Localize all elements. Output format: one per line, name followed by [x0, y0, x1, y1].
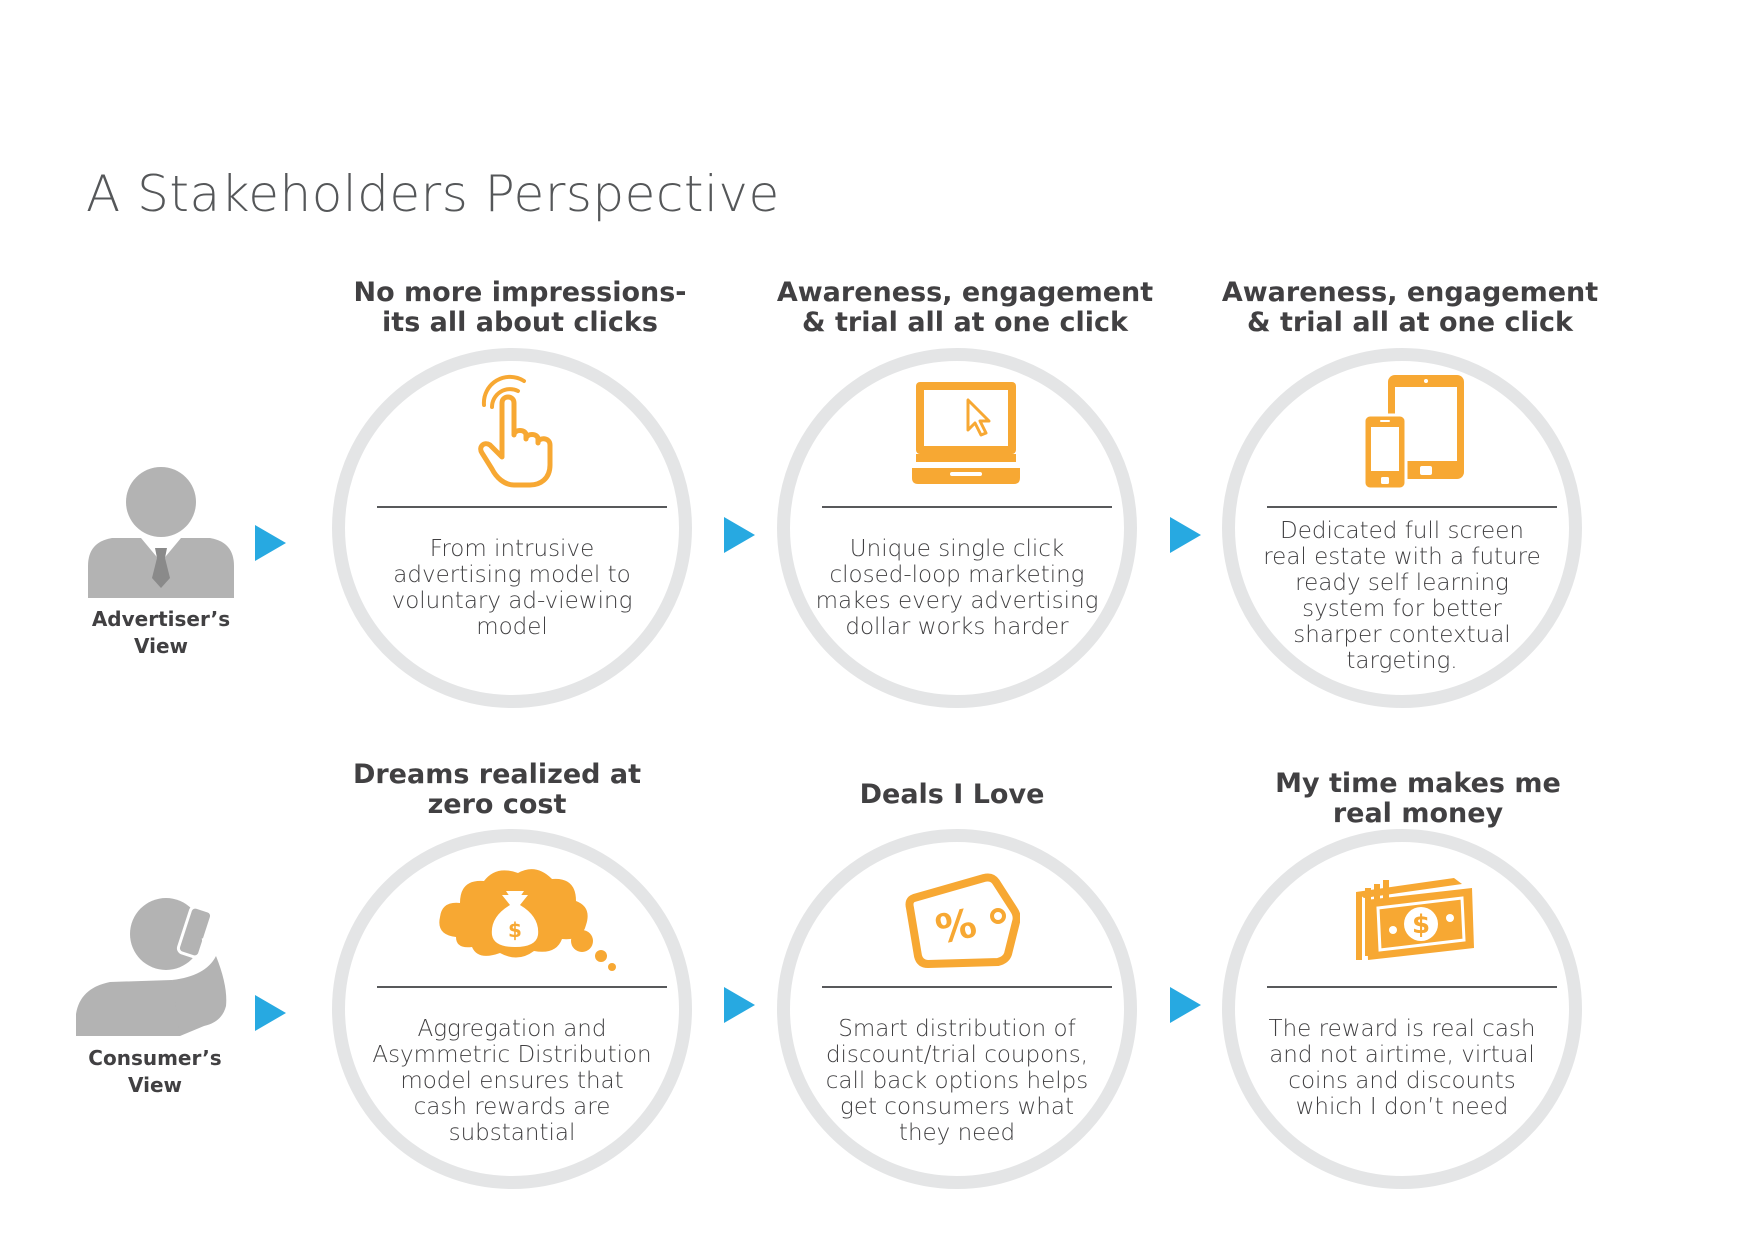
arrow-icon — [1170, 987, 1201, 1023]
desc-line: real estate with a future — [1263, 544, 1541, 570]
arrow-icon — [255, 995, 286, 1031]
heading-line: No more impressions- — [353, 277, 687, 308]
heading-line: real money — [1332, 798, 1504, 829]
advertiser-label: Advertiser’s View — [76, 606, 246, 660]
desc-line: system for better — [1302, 596, 1502, 622]
phone-tablet-icon — [1362, 375, 1464, 491]
card-description: Aggregation and Asymmetric Distribution … — [362, 1016, 662, 1146]
desc-line: closed-loop marketing — [829, 562, 1085, 588]
advertiser-label-line-1: Advertiser’s — [91, 607, 231, 631]
card-heading: Awareness, engagement & trial all at one… — [755, 278, 1175, 338]
advertiser-person-icon — [88, 467, 234, 598]
desc-line: From intrusive — [429, 536, 595, 562]
desc-line: model ensures that — [400, 1068, 624, 1094]
desc-line: get consumers what — [840, 1094, 1074, 1120]
heading-line: & trial all at one click — [802, 307, 1128, 338]
card-description: Dedicated full screen real estate with a… — [1252, 518, 1552, 674]
desc-line: Smart distribution of — [838, 1016, 1076, 1042]
svg-text:$: $ — [1412, 910, 1430, 940]
desc-line: voluntary ad-viewing — [391, 588, 633, 614]
svg-text:%: % — [932, 900, 981, 953]
card-description: From intrusive advertising model to volu… — [362, 536, 662, 640]
desc-line: call back options helps — [825, 1068, 1089, 1094]
desc-line: The reward is real cash — [1268, 1016, 1536, 1042]
consumer-label-line-2: View — [127, 1073, 183, 1097]
computer-cursor-icon — [912, 382, 1020, 484]
card-heading: Dreams realized at zero cost — [287, 760, 707, 820]
card-heading: My time makes me real money — [1208, 769, 1628, 829]
desc-line: discount/trial coupons, — [825, 1042, 1089, 1068]
desc-line: which I don’t need — [1295, 1094, 1509, 1120]
desc-line: substantial — [448, 1120, 576, 1146]
desc-line: Dedicated full screen — [1280, 518, 1524, 544]
arrow-icon — [724, 987, 755, 1023]
desc-line: ready self learning — [1295, 570, 1509, 596]
arrow-icon — [1170, 517, 1201, 553]
heading-line: Awareness, engagement — [776, 277, 1154, 308]
desc-line: Asymmetric Distribution — [372, 1042, 652, 1068]
arrow-icon — [255, 525, 286, 561]
svg-text:$: $ — [508, 918, 522, 942]
consumer-label-line-1: Consumer’s — [88, 1046, 222, 1070]
card-divider — [377, 986, 667, 988]
arrow-icon — [724, 517, 755, 553]
heading-line: its all about clicks — [382, 307, 658, 338]
desc-line: Aggregation and — [417, 1016, 607, 1042]
heading-line: Dreams realized at — [352, 759, 642, 790]
card-description: Unique single click closed-loop marketin… — [807, 536, 1107, 640]
heading-line: & trial all at one click — [1247, 307, 1573, 338]
card-heading: Awareness, engagement & trial all at one… — [1200, 278, 1620, 338]
desc-line: dollar works harder — [845, 614, 1069, 640]
desc-line: and not airtime, virtual — [1269, 1042, 1535, 1068]
desc-line: Unique single click — [849, 536, 1065, 562]
card-divider — [1267, 506, 1557, 508]
heading-line: Deals I Love — [859, 779, 1045, 810]
tap-hand-icon — [478, 374, 553, 488]
desc-line: coins and discounts — [1288, 1068, 1516, 1094]
consumer-person-phone-icon — [76, 898, 228, 1036]
card-divider — [822, 506, 1112, 508]
card-heading: No more impressions- its all about click… — [310, 278, 730, 338]
money-bag-thought-icon: $ — [439, 869, 616, 971]
card-divider — [377, 506, 667, 508]
page-title: A Stakeholders Perspective — [86, 165, 780, 223]
desc-line: advertising model to — [393, 562, 631, 588]
cash-stack-icon: $ — [1356, 878, 1474, 960]
desc-line: model — [476, 614, 548, 640]
desc-line: sharper contextual — [1293, 622, 1511, 648]
card-divider — [822, 986, 1112, 988]
consumer-label: Consumer’s View — [70, 1045, 240, 1099]
card-description: The reward is real cash and not airtime,… — [1252, 1016, 1552, 1120]
card-divider — [1267, 986, 1557, 988]
card-description: Smart distribution of discount/trial cou… — [807, 1016, 1107, 1146]
card-heading: Deals I Love — [742, 780, 1162, 810]
desc-line: they need — [898, 1120, 1016, 1146]
desc-line: makes every advertising — [815, 588, 1099, 614]
heading-line: zero cost — [427, 789, 567, 820]
desc-line: cash rewards are — [413, 1094, 611, 1120]
heading-line: Awareness, engagement — [1221, 277, 1599, 308]
advertiser-label-line-2: View — [133, 634, 189, 658]
heading-line: My time makes me — [1275, 768, 1561, 799]
discount-tag-icon: % — [905, 873, 1020, 968]
desc-line: targeting. — [1346, 648, 1458, 674]
